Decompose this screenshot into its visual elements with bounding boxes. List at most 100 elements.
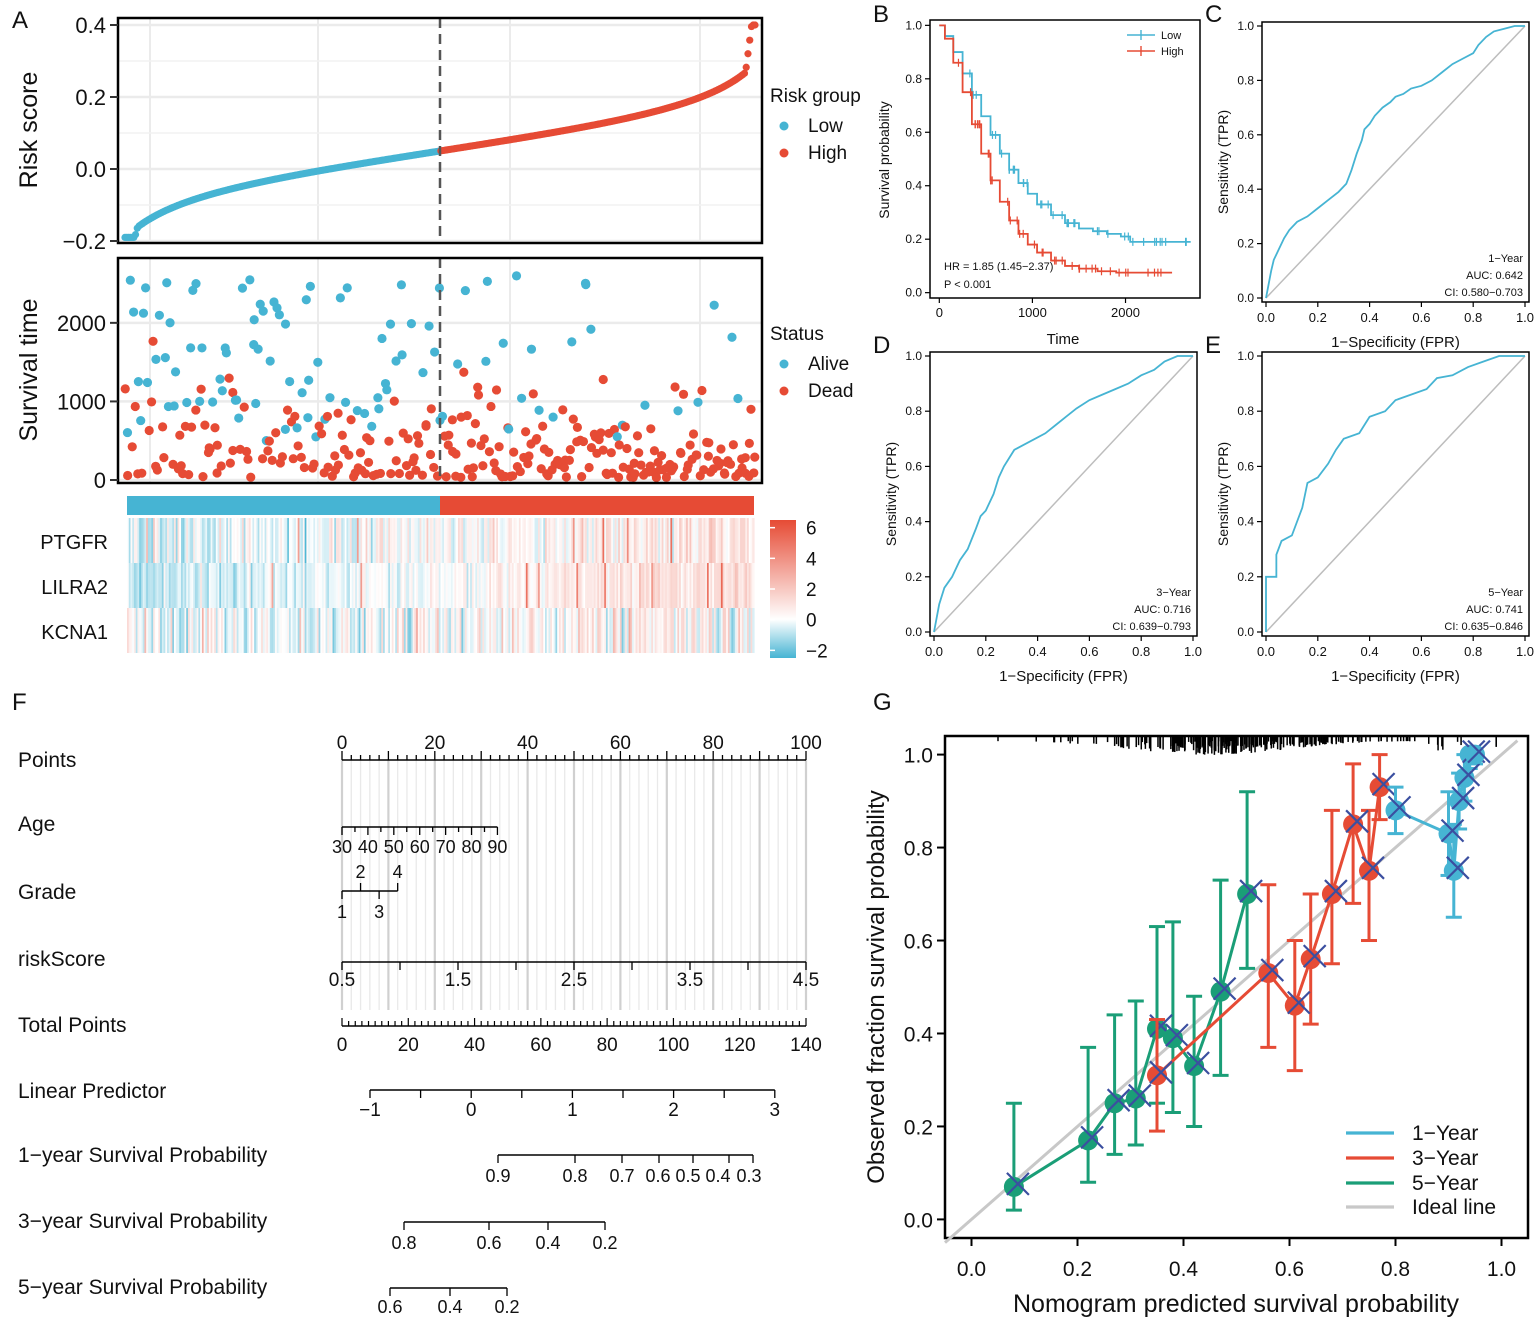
heat-cell — [492, 518, 496, 563]
surv-point-alive — [297, 388, 307, 398]
heat-cell — [691, 563, 694, 608]
surv-point-dead — [614, 472, 624, 483]
heat-cell — [543, 563, 546, 608]
heat-row-label: LILRA2 — [41, 577, 108, 599]
heat-cell — [450, 518, 454, 563]
heat-cell — [221, 608, 224, 653]
heat-cell — [644, 608, 647, 653]
heat-cell — [207, 563, 210, 608]
heat-cell — [592, 563, 595, 608]
heat-cell — [499, 518, 503, 563]
heat-cell — [632, 518, 635, 563]
heat-cell — [531, 518, 534, 563]
heat-cell — [524, 608, 527, 653]
heat-cell — [168, 563, 172, 608]
surv-point-dead — [152, 465, 162, 475]
heat-cell — [167, 518, 170, 563]
heat-cell — [151, 608, 154, 653]
heat-cell — [503, 608, 506, 653]
heat-cell — [311, 608, 314, 653]
surv5-tick-label: 0.2 — [494, 1297, 519, 1317]
heat-cell — [565, 518, 569, 563]
heat-cell — [212, 563, 215, 608]
heat-cell — [489, 608, 492, 653]
heat-cell — [172, 563, 175, 608]
heat-cell — [292, 608, 295, 653]
heat-cell — [306, 563, 309, 608]
heat-cell — [170, 518, 173, 563]
surv-point-dead — [622, 443, 632, 454]
heat-cell — [264, 608, 267, 653]
surv-point-dead — [137, 468, 147, 478]
heat-cell — [696, 518, 699, 563]
heat-cell — [127, 518, 130, 563]
heat-cell — [581, 563, 584, 608]
heat-cell — [567, 563, 570, 608]
roc-ytick-label: 0.0 — [1237, 625, 1254, 639]
heat-cell — [353, 518, 356, 563]
surv-point-dead — [746, 404, 756, 414]
heat-cell — [541, 608, 544, 653]
nomo-row-label: Total Points — [18, 1014, 127, 1037]
roc-year-label: 5−Year — [1488, 587, 1523, 599]
surv-point-dead — [322, 411, 333, 422]
heat-cell — [407, 608, 410, 653]
heat-cell — [663, 518, 666, 563]
riskscore-tick-label: 4.5 — [793, 970, 819, 991]
heat-cell — [156, 608, 159, 653]
heat-cell — [726, 608, 729, 653]
heat-cell — [315, 563, 318, 608]
heat-cell — [348, 518, 351, 563]
heat-cell — [318, 518, 321, 563]
heat-cell — [457, 518, 461, 563]
heat-cell — [659, 563, 663, 608]
heat-cell — [557, 518, 560, 563]
surv-point-dead — [216, 461, 226, 471]
roc-ylabel: Sensitivity (TPR) — [1215, 110, 1231, 214]
heat-cell — [555, 608, 558, 653]
surv-point-alive — [140, 283, 151, 293]
surv-point-dead — [750, 452, 760, 462]
heat-cell — [682, 518, 685, 563]
heat-cell — [520, 563, 523, 608]
calib-xtick-label: 1.0 — [1487, 1258, 1516, 1281]
heat-cell — [715, 518, 719, 563]
heat-cell — [327, 608, 330, 653]
heat-cell — [745, 608, 748, 653]
heat-cell — [395, 608, 398, 653]
heat-cell — [710, 518, 713, 563]
heat-cell — [492, 563, 496, 608]
heat-cell — [168, 518, 172, 563]
heat-cell — [161, 608, 165, 653]
roc-frame-e — [1261, 351, 1530, 637]
grade-tick-label-top: 2 — [356, 862, 366, 882]
heat-cell — [513, 608, 516, 653]
surv-point-dead — [646, 424, 656, 434]
total-points-tick-label: 60 — [530, 1035, 551, 1056]
surv-point-dead — [191, 405, 201, 415]
heat-cell — [715, 608, 719, 653]
calib-cross-mark — [1080, 1125, 1104, 1150]
heat-cell — [532, 608, 536, 653]
heat-cell — [130, 518, 133, 563]
calib-ytick-label: 0.4 — [904, 1023, 934, 1046]
heat-cell — [193, 518, 196, 563]
risk-point — [742, 63, 750, 71]
heat-cell — [384, 563, 388, 608]
heat-cell — [393, 608, 396, 653]
heat-cell — [416, 563, 419, 608]
heat-cell — [454, 563, 457, 608]
surv-point-alive — [453, 359, 463, 369]
heat-cell — [311, 518, 314, 563]
surv-point-dead — [470, 419, 480, 429]
surv-legend-dot — [779, 359, 789, 369]
heat-cell — [309, 563, 313, 608]
heat-cell — [391, 563, 395, 608]
heat-cell — [430, 608, 433, 653]
heat-cell — [738, 563, 741, 608]
heat-cell — [403, 518, 407, 563]
colorbar-tick-label: 6 — [806, 519, 817, 540]
roc-xtick-label: 0.8 — [1464, 644, 1482, 659]
heat-cell — [128, 563, 132, 608]
heat-cell — [207, 518, 210, 563]
